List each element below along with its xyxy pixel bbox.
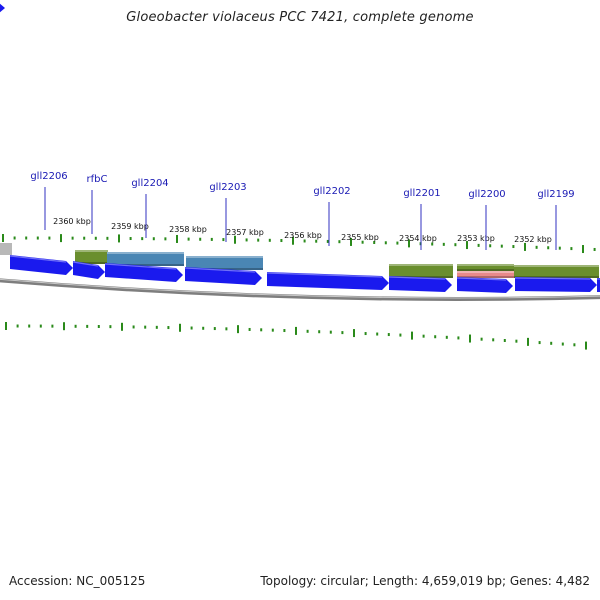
genome-backbone	[0, 243, 600, 301]
cds-arrow-highlight	[456, 277, 507, 281]
gene-label: gll2204	[131, 178, 168, 189]
feature-highlight	[457, 271, 514, 273]
feature-highlight	[186, 256, 263, 258]
cds-arrow	[10, 255, 73, 275]
feature-highlight	[514, 265, 599, 267]
gene-label: rfbC	[87, 174, 108, 185]
feature-shadow	[107, 264, 184, 266]
cds-arrow-highlight	[184, 267, 256, 273]
cds-arrow-highlight	[9, 255, 67, 263]
feature-block-olive	[389, 264, 453, 278]
gene-label: gll2200	[468, 189, 505, 200]
position-label: 2357 kbp	[226, 228, 264, 237]
feature-shadow	[75, 262, 108, 264]
feature-highlight	[75, 250, 108, 252]
feature-highlight	[389, 264, 453, 266]
cds-arrow	[597, 278, 600, 292]
feature-track	[75, 250, 599, 278]
feature-shadow	[186, 268, 263, 270]
position-label: 2356 kbp	[284, 231, 322, 240]
cds-arrow-highlight	[514, 277, 591, 280]
feature-shadow	[389, 276, 453, 278]
genome-summary: Topology: circular; Length: 4,659,019 bp…	[260, 574, 590, 588]
position-label: 2353 kbp	[457, 234, 495, 243]
gene-label: gll2199	[537, 189, 574, 200]
cds-arrow	[457, 277, 513, 293]
feature-block-salmon	[457, 271, 514, 278]
gene-label: gll2201	[403, 188, 440, 199]
feature-block-steel	[186, 256, 263, 270]
feature-highlight	[107, 252, 184, 254]
position-labels: 2360 kbp 2359 kbp 2358 kbp 2357 kbp 2356 kbp…	[53, 217, 552, 244]
position-label: 2354 kbp	[399, 234, 437, 243]
backbone-stub	[0, 243, 12, 255]
inner-tick-ring	[5, 322, 587, 350]
gene-label: gll2202	[313, 186, 350, 197]
cds-track	[0, 3, 600, 293]
accession-label: Accession: NC_005125	[9, 574, 146, 588]
gene-label: gll2206	[30, 171, 67, 182]
feature-shadow	[514, 276, 599, 278]
cds-arrow	[515, 277, 597, 292]
position-label: 2360 kbp	[53, 217, 91, 226]
feature-block-olive	[514, 265, 599, 278]
cds-arrow-highlight	[104, 263, 177, 270]
cds-arrow-highlight	[266, 272, 383, 278]
feature-shadow	[457, 276, 514, 278]
backbone-highlight	[0, 278, 600, 299]
feature-block-olive	[457, 264, 514, 271]
feature-block-steel	[107, 252, 184, 266]
cds-arrow	[389, 276, 452, 292]
backbone-line	[0, 278, 600, 301]
gene-label: gll2203	[209, 182, 246, 193]
cds-arrow-highlight	[72, 261, 99, 267]
position-label: 2352 kbp	[514, 235, 552, 244]
cds-arrow-highlight	[388, 276, 446, 280]
feature-shadow	[457, 269, 514, 271]
feature-highlight	[457, 264, 514, 266]
feature-block-olive	[75, 250, 108, 264]
position-label: 2355 kbp	[341, 233, 379, 242]
position-label: 2358 kbp	[169, 225, 207, 234]
gene-labels: gll2206 rfbC gll2204 gll2203 gll2202 gll2201 g…	[30, 171, 575, 250]
cds-arrow	[0, 3, 5, 13]
position-label: 2359 kbp	[111, 222, 149, 231]
map-title: Gloeobacter violaceus PCC 7421, complete…	[126, 10, 474, 25]
